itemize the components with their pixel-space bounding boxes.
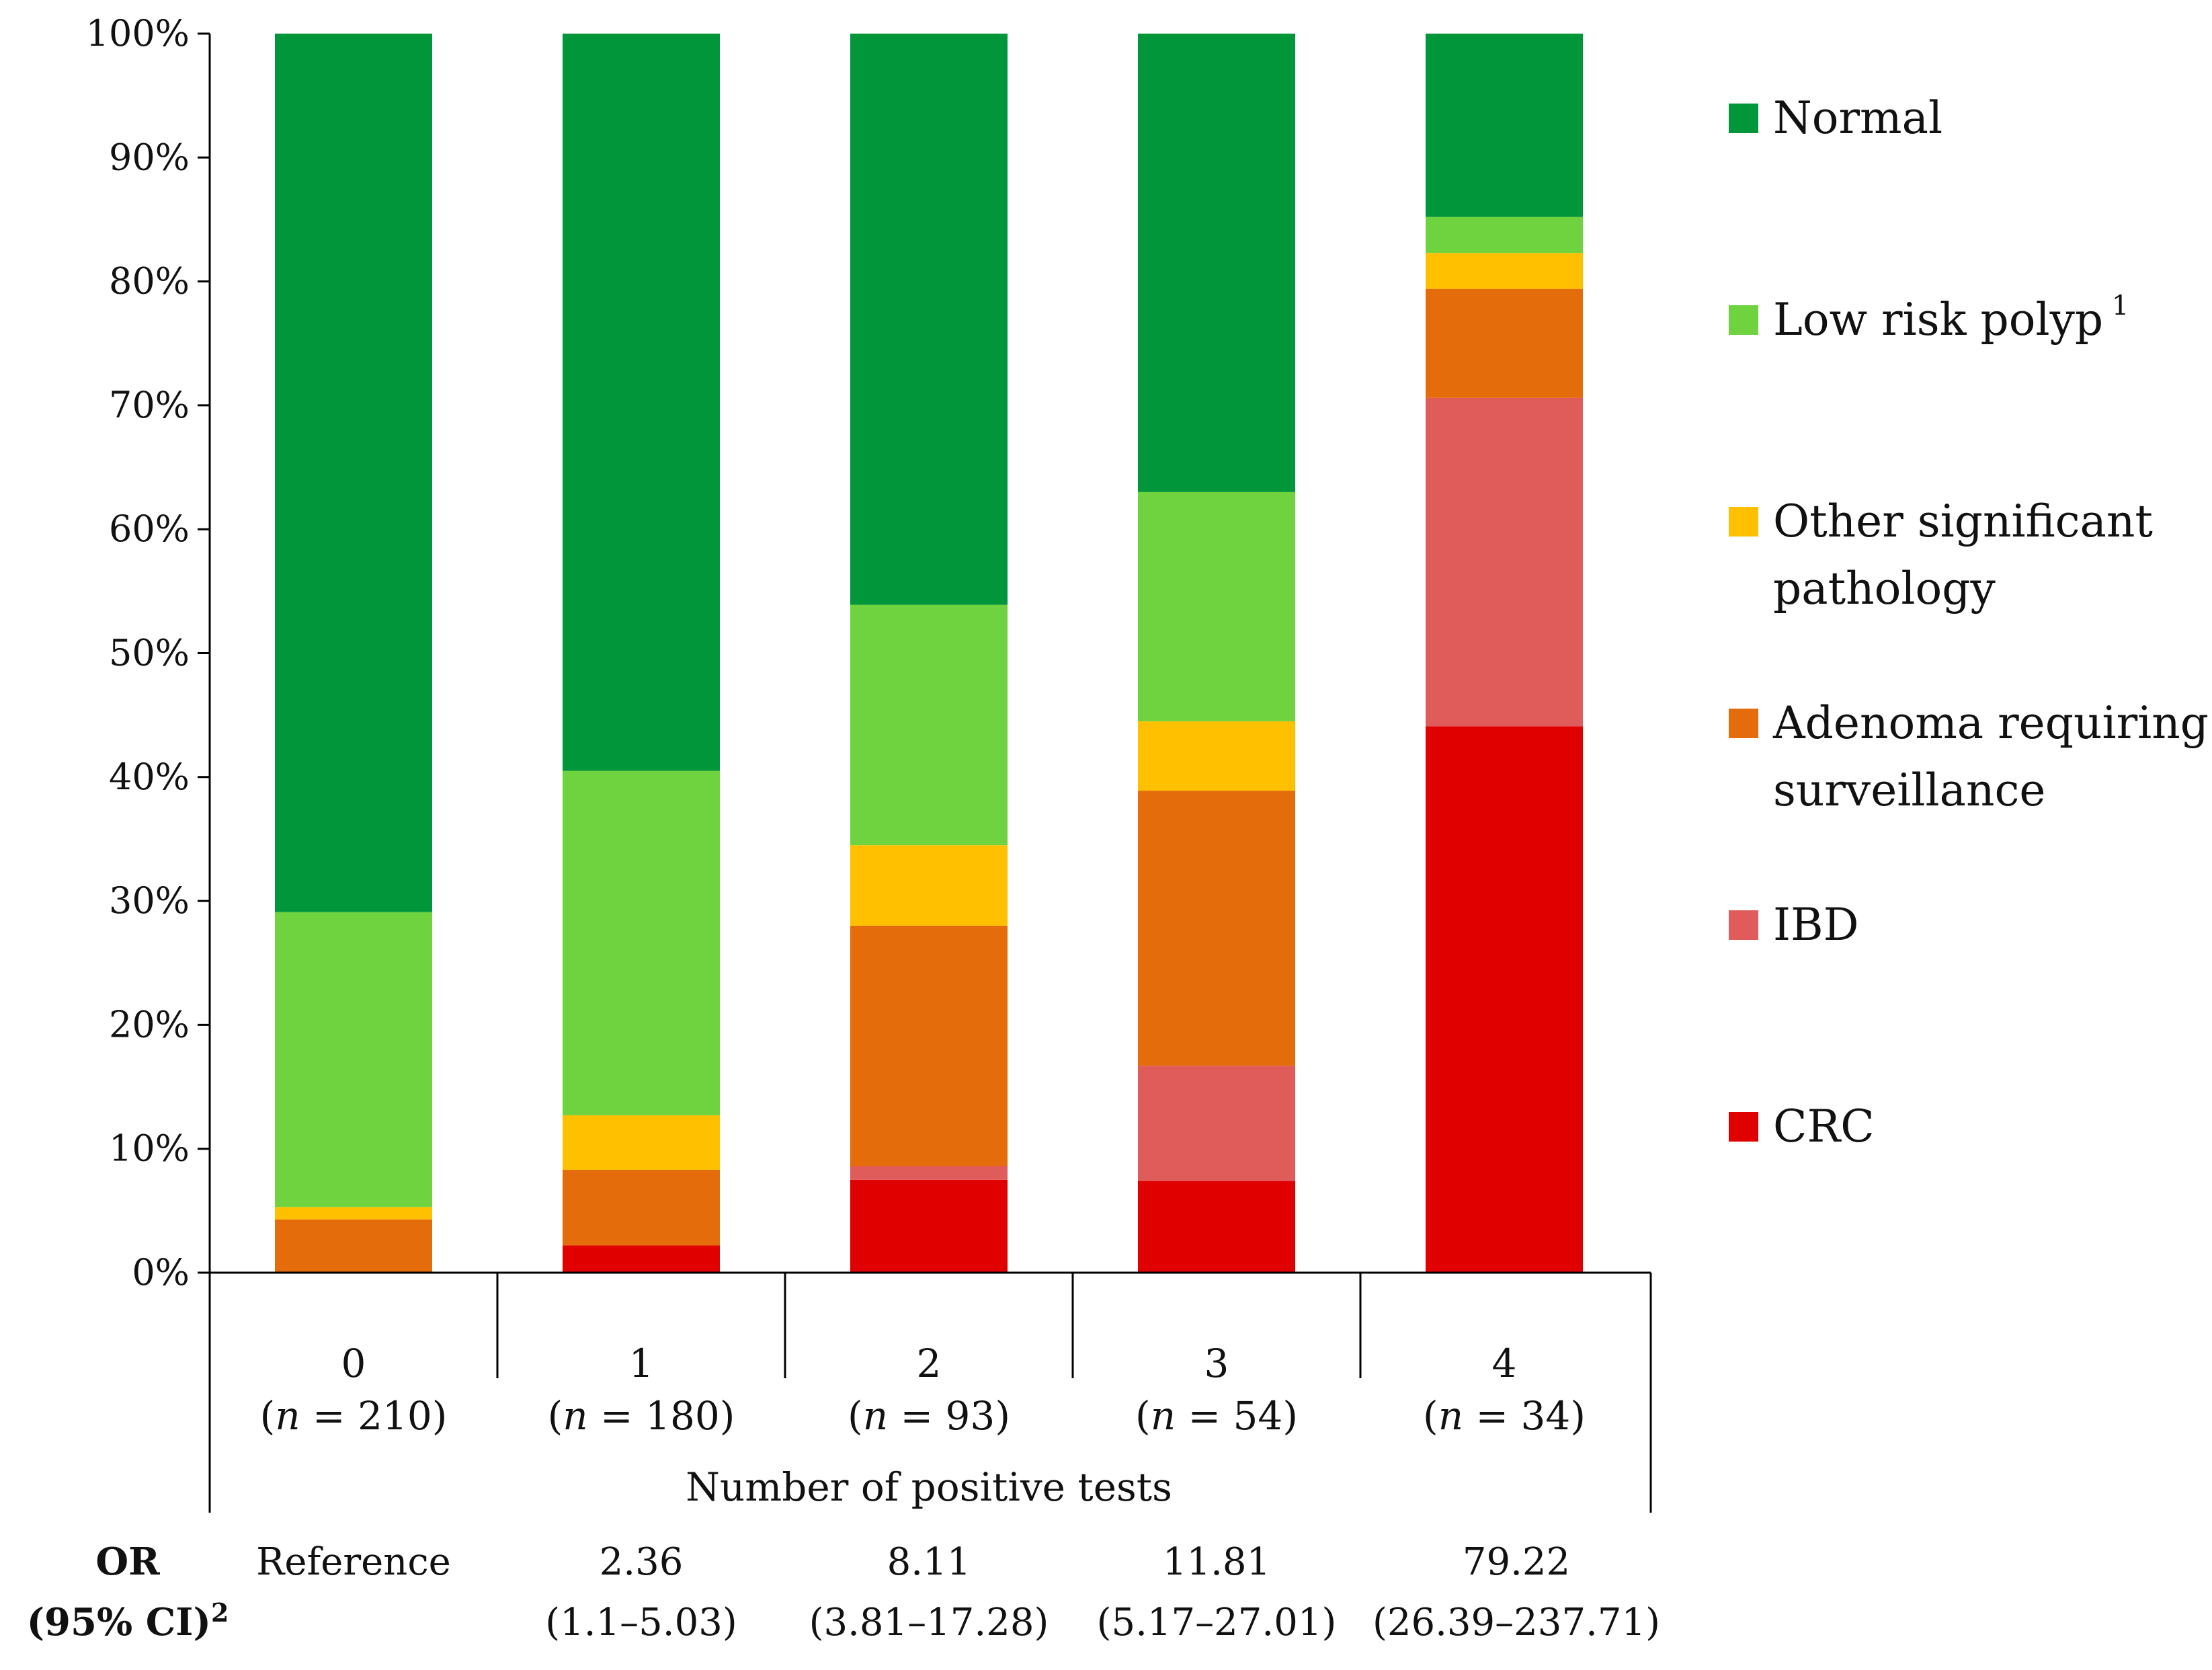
bar-segment-low-risk-polyp bbox=[1426, 216, 1583, 253]
x-axis-title: Number of positive tests bbox=[686, 1464, 1172, 1510]
or-ci: (1.1–5.03) bbox=[545, 1601, 737, 1644]
bar-segment-normal bbox=[563, 34, 720, 771]
y-tick-label: 50% bbox=[109, 632, 190, 674]
or-value: 79.22 bbox=[1463, 1540, 1570, 1584]
y-tick-label: 90% bbox=[109, 136, 190, 178]
x-category-label: 3 bbox=[1204, 1341, 1229, 1386]
bar-segment-low-risk-polyp bbox=[563, 770, 720, 1115]
legend-swatch bbox=[1729, 910, 1758, 940]
bar-segment-other-significant-pathology bbox=[275, 1207, 432, 1220]
or-header: OR bbox=[95, 1540, 160, 1584]
legend-swatch bbox=[1729, 104, 1758, 133]
n-label: (n = 180) bbox=[548, 1393, 735, 1439]
y-tick-label: 0% bbox=[132, 1251, 190, 1294]
bar-segment-ibd bbox=[850, 1166, 1008, 1180]
n-label: (n = 34) bbox=[1423, 1393, 1586, 1439]
legend-item: CRC bbox=[1729, 1101, 1875, 1152]
y-tick-label: 40% bbox=[109, 756, 190, 798]
x-category-label: 0 bbox=[341, 1341, 366, 1386]
y-tick-label: 30% bbox=[109, 879, 190, 922]
bar-stack-3 bbox=[1138, 34, 1295, 1273]
x-category-label: 2 bbox=[917, 1341, 942, 1386]
bar-segment-crc bbox=[563, 1245, 720, 1273]
legend-label: pathology bbox=[1773, 563, 1996, 614]
legend-item: Adenoma requiring surveillance bbox=[1729, 697, 2209, 816]
bar-stack-4 bbox=[1426, 34, 1583, 1273]
or-value: 11.81 bbox=[1163, 1540, 1270, 1584]
bar-segment-other-significant-pathology bbox=[563, 1115, 720, 1170]
or-ci-header: (95% CI)2 bbox=[27, 1597, 229, 1644]
or-value: 8.11 bbox=[887, 1540, 971, 1584]
x-category-label: 1 bbox=[629, 1341, 654, 1386]
or-ci: (5.17–27.01) bbox=[1097, 1601, 1337, 1644]
bar-segment-adenoma-requiring-surveillance bbox=[850, 925, 1008, 1166]
n-label: (n = 93) bbox=[848, 1393, 1010, 1439]
legend-item: IBD bbox=[1729, 899, 1859, 951]
n-label: (n = 210) bbox=[260, 1393, 448, 1439]
legend-swatch bbox=[1729, 305, 1758, 335]
bar-segment-other-significant-pathology bbox=[850, 845, 1008, 926]
bar-stack-0 bbox=[275, 34, 432, 1273]
legend-label: Normal bbox=[1773, 92, 1942, 144]
legend-label: IBD bbox=[1773, 899, 1859, 951]
bar-segment-crc bbox=[1426, 726, 1583, 1273]
legend-label: Other significant bbox=[1773, 495, 2153, 547]
bar-segment-low-risk-polyp bbox=[275, 912, 432, 1207]
legend-item: Normal bbox=[1729, 92, 1942, 144]
or-ci: (26.39–237.71) bbox=[1373, 1601, 1660, 1644]
y-tick-label: 70% bbox=[109, 384, 190, 426]
y-tick-label: 80% bbox=[109, 260, 190, 303]
y-tick-label: 20% bbox=[109, 1003, 190, 1045]
legend-item: Low risk polyp 1 bbox=[1729, 290, 2129, 346]
y-tick-label: 60% bbox=[109, 508, 190, 550]
bar-segment-adenoma-requiring-surveillance bbox=[563, 1170, 720, 1246]
bar-segment-ibd bbox=[1138, 1066, 1295, 1181]
n-label: (n = 54) bbox=[1135, 1393, 1298, 1439]
legend-swatch bbox=[1729, 709, 1758, 738]
legend-label: surveillance bbox=[1773, 764, 2045, 816]
bar-segment-low-risk-polyp bbox=[850, 604, 1008, 846]
bar-segment-crc bbox=[850, 1179, 1008, 1273]
legend-item: Other significant pathology bbox=[1729, 495, 2153, 614]
legend-swatch bbox=[1729, 1112, 1758, 1142]
legend-label: Adenoma requiring bbox=[1772, 697, 2209, 749]
x-category-label: 4 bbox=[1492, 1341, 1517, 1386]
or-value: Reference bbox=[256, 1540, 451, 1584]
bar-segment-other-significant-pathology bbox=[1138, 721, 1295, 791]
bar-stack-1 bbox=[563, 34, 720, 1273]
legend-label: Low risk polyp 1 bbox=[1773, 290, 2129, 346]
legend-label: CRC bbox=[1773, 1101, 1875, 1152]
or-ci: (3.81–17.28) bbox=[809, 1601, 1049, 1644]
bar-segment-low-risk-polyp bbox=[1138, 491, 1295, 721]
bar-segment-normal bbox=[850, 34, 1008, 605]
bar-segment-normal bbox=[275, 34, 432, 912]
bar-segment-crc bbox=[1138, 1181, 1295, 1273]
bar-segment-adenoma-requiring-surveillance bbox=[275, 1219, 432, 1273]
bar-stack-2 bbox=[850, 34, 1008, 1273]
bar-segment-adenoma-requiring-surveillance bbox=[1426, 288, 1583, 398]
bar-segment-normal bbox=[1138, 34, 1295, 492]
or-value: 2.36 bbox=[600, 1540, 684, 1584]
bar-segment-normal bbox=[1426, 34, 1583, 217]
y-tick-label: 10% bbox=[109, 1127, 190, 1170]
bar-segment-ibd bbox=[1426, 397, 1583, 727]
legend-swatch bbox=[1729, 507, 1758, 536]
bar-segment-adenoma-requiring-surveillance bbox=[1138, 791, 1295, 1066]
y-tick-label: 100% bbox=[86, 12, 190, 54]
bar-segment-other-significant-pathology bbox=[1426, 253, 1583, 289]
